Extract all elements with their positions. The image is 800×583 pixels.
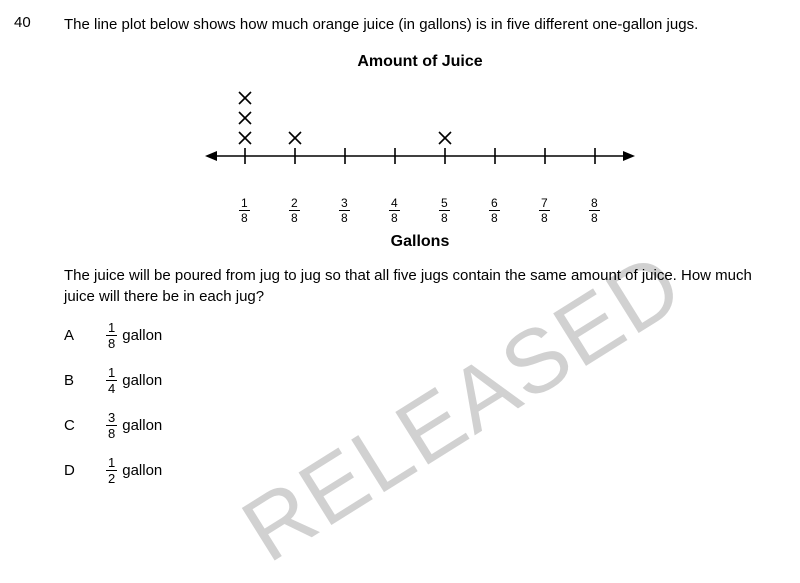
tick-label: 88 <box>589 197 600 224</box>
tick-label: 68 <box>489 197 500 224</box>
choice-text: 38 gallon <box>106 411 162 440</box>
tick-label: 28 <box>289 197 300 224</box>
chart-title: Amount of Juice <box>64 53 776 71</box>
choice-letter: B <box>64 372 106 389</box>
x-mark-icon <box>289 132 301 144</box>
choice-text: 12 gallon <box>106 456 162 485</box>
choice-b[interactable]: B14 gallon <box>64 366 776 395</box>
prompt-text-1: The line plot below shows how much orang… <box>64 14 776 35</box>
x-mark-icon <box>239 112 251 124</box>
choice-a[interactable]: A18 gallon <box>64 321 776 350</box>
choice-d[interactable]: D12 gallon <box>64 456 776 485</box>
tick-label: 18 <box>239 197 250 224</box>
choice-text: 14 gallon <box>106 366 162 395</box>
axis-label: Gallons <box>64 233 776 251</box>
prompt-text-2: The juice will be poured from jug to jug… <box>64 265 776 307</box>
answer-choices: A18 gallon B14 gallon C38 gallon D12 gallon <box>64 321 776 485</box>
tick-label: 78 <box>539 197 550 224</box>
tick-label: 38 <box>339 197 350 224</box>
x-mark-icon <box>239 132 251 144</box>
question-number: 40 <box>14 14 44 501</box>
choice-letter: C <box>64 417 106 434</box>
tick-label: 48 <box>389 197 400 224</box>
choice-letter: D <box>64 462 106 479</box>
x-mark-icon <box>239 92 251 104</box>
x-mark-icon <box>439 132 451 144</box>
choice-c[interactable]: C38 gallon <box>64 411 776 440</box>
line-plot <box>64 77 776 197</box>
choice-letter: A <box>64 327 106 344</box>
tick-label: 58 <box>439 197 450 224</box>
choice-text: 18 gallon <box>106 321 162 350</box>
